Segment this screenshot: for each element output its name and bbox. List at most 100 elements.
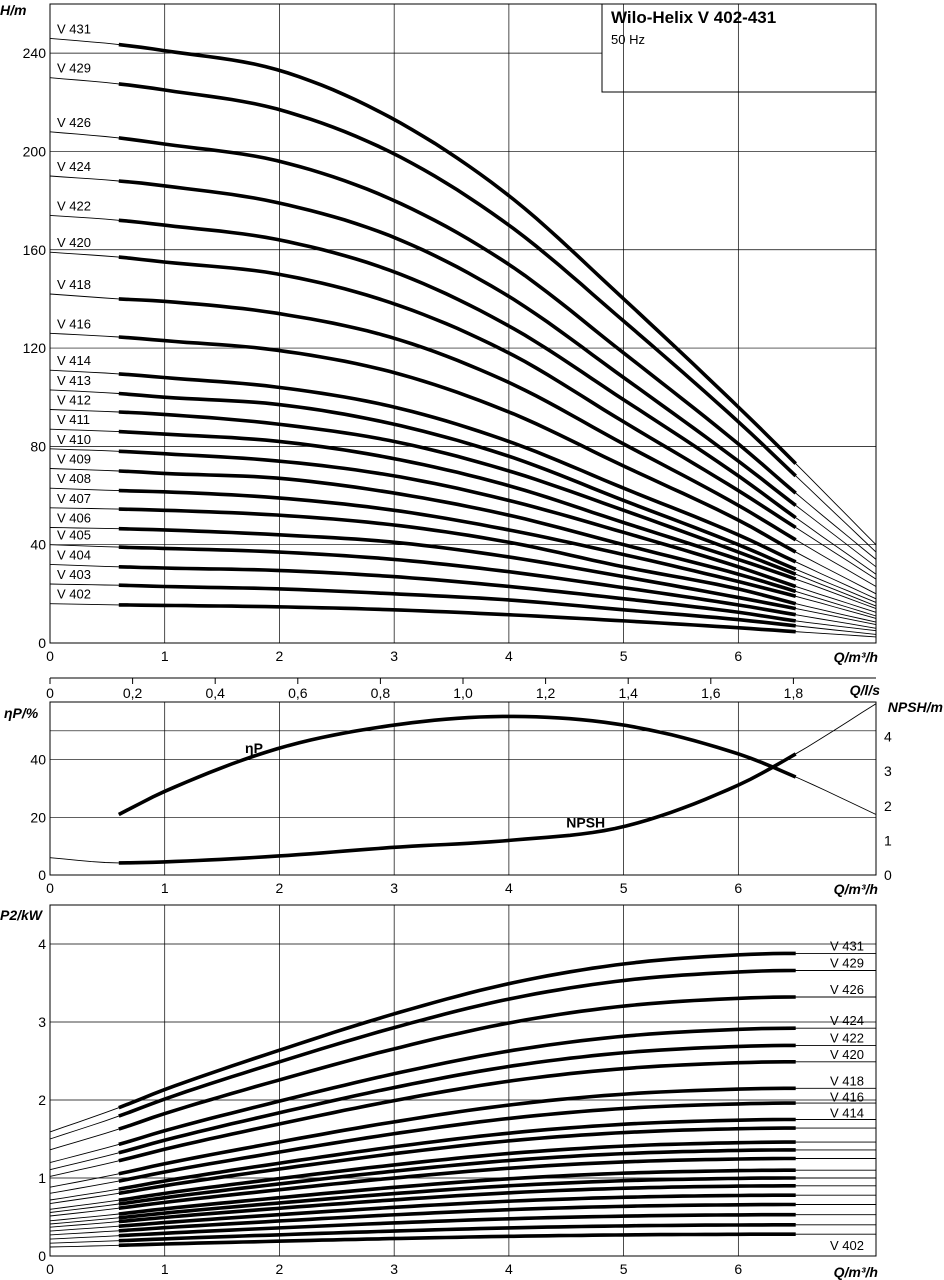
efficiency-x-tick-label: 2 bbox=[276, 880, 284, 896]
efficiency-y-axis-title: ηP/% bbox=[4, 705, 39, 721]
head-frame bbox=[49, 3, 877, 644]
flow-ls-tick-label: 0,2 bbox=[123, 685, 143, 701]
head-x-tick-label: 2 bbox=[276, 648, 284, 664]
efficiency-npsh-panel: 0 1 2 3 4 5 6 0 20 40 0 1 2 3 4 ηP NPSH bbox=[30, 701, 892, 896]
head-curve-operating bbox=[118, 179, 797, 507]
head-x-axis-title: Q/m³/h bbox=[834, 649, 878, 665]
power-curve-panel: 0 1 2 3 4 5 6 0 1 2 3 4 V 431 V 429 V 426 V 424 V 422 V 4… bbox=[38, 904, 877, 1277]
power-curve-label: V 431 bbox=[830, 938, 864, 953]
head-x-tick-label: 0 bbox=[46, 648, 54, 664]
flow-ls-tick-label: 1,8 bbox=[784, 685, 804, 701]
power-curve-label: V 418 bbox=[830, 1073, 864, 1088]
head-y-tick-label: 240 bbox=[23, 45, 47, 61]
power-curve-label: V 429 bbox=[830, 956, 864, 971]
power-y-tick-label: 1 bbox=[38, 1170, 46, 1186]
head-curve-operating bbox=[118, 603, 796, 634]
npsh-y-tick-label: 2 bbox=[884, 798, 892, 814]
head-curve-operating bbox=[118, 255, 797, 530]
head-y-tick-label: 160 bbox=[23, 242, 47, 258]
efficiency-y-tick-label: 0 bbox=[38, 867, 46, 883]
npsh-y-tick-label: 0 bbox=[884, 867, 892, 883]
efficiency-x-tick-label: 5 bbox=[620, 880, 628, 896]
power-curve-operating bbox=[118, 1126, 796, 1196]
power-curve-operating bbox=[118, 968, 796, 1118]
power-curve-operating bbox=[118, 1101, 796, 1183]
power-x-tick-label: 2 bbox=[276, 1261, 284, 1277]
head-curve-label: V 412 bbox=[57, 393, 91, 408]
head-curve-operating bbox=[118, 507, 797, 606]
flow-ls-tick-label: 0,8 bbox=[371, 685, 391, 701]
power-x-tick-label: 6 bbox=[734, 1261, 742, 1277]
npsh-y-axis-title: NPSH/m bbox=[888, 699, 943, 715]
power-curve-operating bbox=[118, 1202, 796, 1233]
head-curve-operating bbox=[118, 410, 797, 576]
power-y-tick-label: 2 bbox=[38, 1092, 46, 1108]
head-curve-label: V 420 bbox=[57, 235, 91, 250]
head-y-tick-label: 120 bbox=[23, 340, 47, 356]
power-curve-operating bbox=[118, 1176, 796, 1220]
power-curve-operating bbox=[118, 1232, 796, 1248]
power-curve-label: V 424 bbox=[830, 1013, 864, 1028]
head-curve-operating bbox=[118, 42, 797, 465]
head-curve-operating bbox=[118, 391, 797, 571]
power-curve-operating bbox=[118, 1026, 796, 1147]
head-curve-label: V 402 bbox=[57, 587, 91, 602]
power-curve-operating bbox=[118, 951, 796, 1110]
power-curve-operating bbox=[118, 1148, 796, 1206]
npsh-y-tick-label: 3 bbox=[884, 763, 892, 779]
power-x-tick-label: 1 bbox=[161, 1261, 169, 1277]
efficiency-x-tick-label: 0 bbox=[46, 880, 54, 896]
power-x-tick-label: 0 bbox=[46, 1261, 54, 1277]
power-curve-operating bbox=[118, 1223, 796, 1243]
head-x-tick-label: 1 bbox=[161, 648, 169, 664]
head-y-tick-label: 80 bbox=[30, 438, 46, 454]
head-curve-operating bbox=[118, 545, 796, 617]
chart-subtitle: 50 Hz bbox=[611, 32, 645, 47]
efficiency-x-tick-label: 4 bbox=[505, 880, 513, 896]
power-curve-label: V 416 bbox=[830, 1089, 864, 1104]
head-y-tick-label: 0 bbox=[38, 635, 46, 651]
efficiency-x-tick-label: 1 bbox=[161, 880, 169, 896]
head-curve-operating bbox=[118, 136, 797, 495]
head-x-tick-label: 6 bbox=[734, 648, 742, 664]
head-curve-operating bbox=[118, 583, 796, 628]
head-x-tick-label: 3 bbox=[390, 648, 398, 664]
npsh-y-tick-label: 4 bbox=[884, 729, 892, 745]
power-curve-operating bbox=[118, 1193, 796, 1228]
power-curve-operating bbox=[118, 1140, 796, 1202]
head-curve-label: V 404 bbox=[57, 547, 91, 562]
head-curve-label: V 413 bbox=[57, 373, 91, 388]
efficiency-y-tick-label: 20 bbox=[30, 809, 46, 825]
head-curve-label: V 431 bbox=[57, 21, 91, 36]
power-y-axis-title: P2/kW bbox=[0, 907, 44, 923]
chart-title: Wilo-Helix V 402-431 bbox=[611, 8, 776, 27]
flow-ls-tick-label: 0,4 bbox=[205, 685, 225, 701]
npsh-curve-operating bbox=[118, 752, 797, 865]
power-curve-label: V 414 bbox=[830, 1105, 864, 1120]
power-x-tick-label: 3 bbox=[390, 1261, 398, 1277]
flow-ls-axis: 0 0,2 0,4 0,6 0,8 1,0 1,2 1,4 1,6 1,8 bbox=[46, 677, 876, 701]
efficiency-x-tick-label: 3 bbox=[390, 880, 398, 896]
head-curve-label: V 408 bbox=[57, 471, 91, 486]
flow-ls-tick-label: 1,6 bbox=[701, 685, 721, 701]
power-curve-label: V 426 bbox=[830, 982, 864, 997]
power-curve-operating bbox=[118, 1117, 796, 1191]
head-curve-operating bbox=[118, 429, 797, 581]
head-curve-label: V 424 bbox=[57, 159, 91, 174]
efficiency-frame bbox=[49, 701, 877, 876]
head-curve-operating bbox=[118, 297, 797, 542]
head-curve-label: V 406 bbox=[57, 510, 91, 525]
npsh-annotation: NPSH bbox=[566, 815, 605, 831]
head-curve-operating bbox=[118, 449, 797, 589]
head-curve-operating bbox=[118, 565, 796, 623]
efficiency-x-axis-title: Q/m³/h bbox=[834, 881, 878, 897]
efficiency-x-tick-label: 6 bbox=[734, 880, 742, 896]
head-curve-label: V 418 bbox=[57, 277, 91, 292]
head-curve-operating bbox=[118, 488, 797, 599]
power-x-axis-title: Q/m³/h bbox=[834, 1264, 878, 1280]
head-curve-label: V 426 bbox=[57, 115, 91, 130]
power-curve-operating bbox=[118, 1060, 796, 1163]
power-curve-operating bbox=[118, 1086, 796, 1176]
